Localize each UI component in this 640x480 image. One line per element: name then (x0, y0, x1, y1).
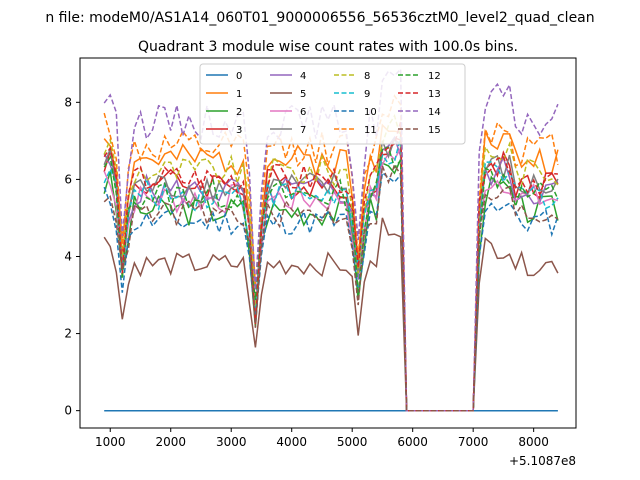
legend-label-3: 3 (236, 125, 242, 136)
series-line-12 (103, 146, 559, 412)
legend-label-11: 11 (364, 125, 377, 136)
y-tick-label: 2 (64, 327, 72, 341)
legend-label-5: 5 (300, 89, 306, 100)
legend-label-9: 9 (364, 89, 370, 100)
legend-label-15: 15 (428, 125, 441, 136)
y-tick-label: 4 (64, 249, 72, 263)
x-axis: 1000 2000 3000 4000 5000 6000 7000 8000 (95, 428, 549, 449)
x-tick-label: 6000 (397, 435, 428, 449)
series-line-13 (103, 121, 558, 412)
series-line-6 (103, 145, 559, 412)
legend-label-8: 8 (364, 71, 370, 82)
series-line-10 (103, 171, 559, 412)
legend-label-13: 13 (428, 89, 441, 100)
x-tick-label: 4000 (276, 435, 307, 449)
legend-label-1: 1 (236, 89, 242, 100)
legend-label-6: 6 (300, 107, 306, 118)
series-line-5 (103, 217, 559, 412)
legend-label-14: 14 (428, 107, 441, 118)
x-tick-label: 1000 (95, 435, 126, 449)
series-group (103, 67, 559, 412)
chart-title: Quadrant 3 module wise count rates with … (138, 39, 518, 55)
legend-label-10: 10 (364, 107, 377, 118)
legend-label-2: 2 (236, 107, 242, 118)
y-tick-label: 6 (64, 172, 72, 186)
x-tick-label: 3000 (216, 435, 247, 449)
chart-suptitle: n file: modeM0/AS1A14_060T01_9000006556_… (45, 10, 594, 26)
y-tick-label: 0 (64, 404, 72, 418)
series-line-11 (103, 94, 559, 412)
x-tick-label: 7000 (458, 435, 489, 449)
axes-frame (79, 57, 577, 429)
series-line-8 (103, 113, 559, 412)
y-axis: 0 2 4 6 8 (64, 95, 80, 418)
legend-label-4: 4 (300, 71, 306, 82)
x-tick-label: 8000 (518, 435, 549, 449)
legend-box (199, 63, 466, 145)
legend-label-0: 0 (236, 71, 242, 82)
y-tick-label: 8 (64, 95, 72, 109)
legend-label-12: 12 (428, 71, 441, 82)
x-offset-label: +5.1087e8 (509, 454, 576, 468)
x-tick-label: 5000 (337, 435, 368, 449)
series-line-15 (103, 163, 559, 412)
x-tick-label: 2000 (155, 435, 186, 449)
legend-label-7: 7 (300, 125, 306, 136)
